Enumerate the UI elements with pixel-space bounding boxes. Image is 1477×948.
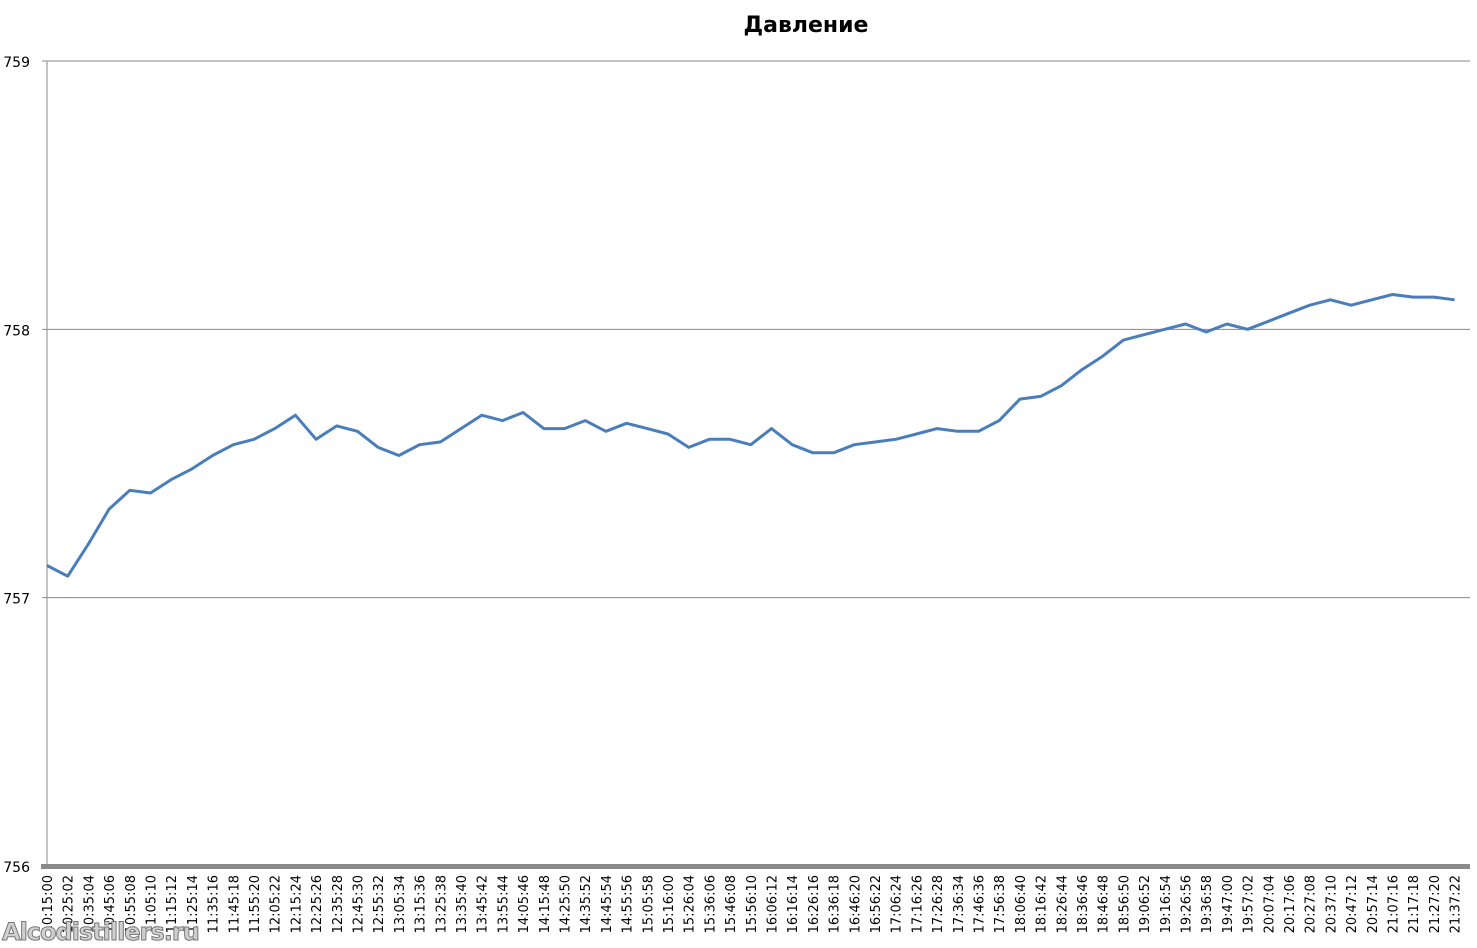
x-tick-label: 17:46:36 <box>973 875 988 933</box>
x-tick-label: 18:26:44 <box>1055 875 1070 933</box>
x-tick-label: 19:57:02 <box>1242 875 1257 933</box>
x-tick-label: 19:47:00 <box>1221 875 1236 933</box>
x-tick-label: 20:27:08 <box>1304 875 1319 933</box>
x-tick-label: 12:35:28 <box>331 875 346 933</box>
x-tick-label: 18:56:50 <box>1117 875 1132 933</box>
y-tick-label: 756 <box>3 860 30 876</box>
x-tick-label: 15:36:06 <box>703 875 718 933</box>
x-tick-label: 18:36:46 <box>1076 875 1091 933</box>
x-tick-label: 17:36:34 <box>952 875 967 933</box>
x-tick-label: 16:46:20 <box>848 875 863 933</box>
x-tick-label: 17:26:28 <box>931 875 946 933</box>
x-tick-label: 15:26:04 <box>683 875 698 933</box>
x-tick-label: 21:27:20 <box>1428 875 1443 933</box>
pressure-series-line <box>46 293 1455 578</box>
x-tick-label: 20:47:12 <box>1345 875 1360 933</box>
x-tick-label: 13:55:44 <box>496 875 511 933</box>
grid-lines <box>41 60 1470 869</box>
x-tick-label: 15:05:58 <box>641 875 656 933</box>
x-tick-label: 19:16:54 <box>1159 875 1174 933</box>
y-tick-label: 758 <box>3 323 30 339</box>
x-tick-label: 14:25:50 <box>559 875 574 933</box>
x-tick-label: 17:16:26 <box>910 875 925 933</box>
x-tick-label: 11:55:20 <box>248 875 263 933</box>
x-tick-label: 17:06:24 <box>890 875 905 933</box>
x-tick-label: 14:45:54 <box>600 875 615 933</box>
x-tick-label: 11:15:12 <box>165 875 180 933</box>
x-tick-label: 13:05:34 <box>393 875 408 933</box>
x-tick-label: 15:16:00 <box>662 875 677 933</box>
x-tick-label: 13:25:38 <box>434 875 449 933</box>
x-tick-label: 20:07:04 <box>1262 875 1277 933</box>
x-tick-label: 13:35:40 <box>455 875 470 933</box>
x-tick-label: 21:07:16 <box>1387 875 1402 933</box>
x-tick-label: 11:35:16 <box>207 875 222 933</box>
x-tick-label: 11:25:14 <box>186 875 201 933</box>
x-tick-label: 20:17:06 <box>1283 875 1298 933</box>
x-tick-label: 19:36:58 <box>1200 875 1215 933</box>
y-axis-ticks: 756 757 758 759 <box>3 55 30 876</box>
x-tick-label: 12:05:22 <box>269 875 284 933</box>
x-tick-label: 10:25:02 <box>62 875 77 933</box>
x-tick-label: 20:37:10 <box>1324 875 1339 933</box>
x-tick-label: 12:45:30 <box>352 875 367 933</box>
watermark-logo: Alcodistillers.ru <box>2 918 201 947</box>
x-tick-label: 13:45:42 <box>476 875 491 933</box>
x-tick-label: 12:55:32 <box>372 875 387 933</box>
x-tick-label: 21:37:22 <box>1449 875 1464 933</box>
x-tick-label: 16:16:14 <box>786 875 801 933</box>
x-axis-line <box>41 864 1470 869</box>
x-tick-label: 19:26:56 <box>1180 875 1195 933</box>
x-tick-label: 14:05:46 <box>517 875 532 933</box>
x-tick-label: 18:16:42 <box>1035 875 1050 933</box>
x-tick-label: 14:55:56 <box>621 875 636 933</box>
x-tick-label: 16:36:18 <box>828 875 843 933</box>
x-tick-label: 20:57:14 <box>1366 875 1381 933</box>
x-tick-label: 18:46:48 <box>1097 875 1112 933</box>
x-tick-label: 16:26:16 <box>807 875 822 933</box>
x-tick-label: 10:45:06 <box>103 875 118 933</box>
y-tick-label: 759 <box>3 55 30 71</box>
x-tick-label: 19:06:52 <box>1138 875 1153 933</box>
x-tick-label: 14:35:52 <box>579 875 594 933</box>
x-tick-label: 21:17:18 <box>1407 875 1422 933</box>
y-tick-label: 757 <box>3 592 30 608</box>
x-tick-label: 12:25:26 <box>310 875 325 933</box>
x-tick-label: 14:15:48 <box>538 875 553 933</box>
x-tick-label: 17:56:38 <box>993 875 1008 933</box>
x-tick-label: 15:56:10 <box>745 875 760 933</box>
x-tick-label: 12:15:24 <box>289 875 304 933</box>
x-axis-ticks: 10:15:00 10:25:02 10:35:04 10:45:06 10:55:08… <box>41 875 1464 933</box>
x-tick-label: 10:35:04 <box>82 875 97 933</box>
x-tick-label: 10:15:00 <box>41 875 56 933</box>
x-tick-label: 18:06:40 <box>1014 875 1029 933</box>
x-tick-label: 11:05:10 <box>145 875 160 933</box>
x-tick-label: 15:46:08 <box>724 875 739 933</box>
chart-title: Давление <box>744 13 869 38</box>
x-tick-label: 10:55:08 <box>124 875 139 933</box>
x-tick-label: 13:15:36 <box>414 875 429 933</box>
x-tick-label: 16:06:12 <box>766 875 781 933</box>
x-tick-label: 16:56:22 <box>869 875 884 933</box>
x-tick-label: 11:45:18 <box>227 875 242 933</box>
